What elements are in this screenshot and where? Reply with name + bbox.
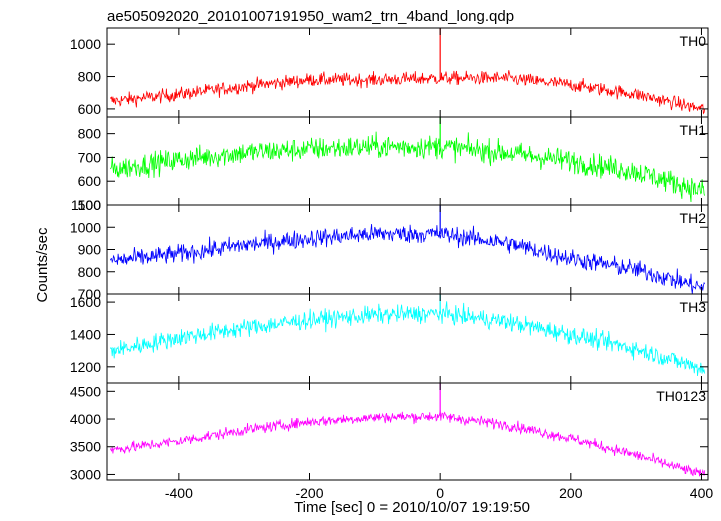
panel-frame xyxy=(106,382,709,481)
y-tick-label: 1600 xyxy=(70,294,101,310)
series-label-th3: TH3 xyxy=(680,299,707,315)
y-tick-label: 800 xyxy=(78,69,102,85)
y-tick-label: 600 xyxy=(78,173,102,189)
y-tick-label: 3000 xyxy=(70,466,101,482)
panel-frame xyxy=(106,204,709,295)
panel-th0123: 3000 3500 4000 4500 TH0123 xyxy=(70,382,709,482)
panel-th2: 700 800 900 1000 1100 TH2 xyxy=(70,197,709,302)
y-tick-label: 500 xyxy=(78,197,102,213)
series-label-th0123: TH0123 xyxy=(656,388,706,404)
x-tick-label: -400 xyxy=(165,485,193,501)
y-tick-label: 700 xyxy=(78,286,102,302)
panel-frame xyxy=(106,27,709,118)
y-tick-label: 900 xyxy=(78,242,102,258)
x-tick-label: -200 xyxy=(295,485,323,501)
series-line-th2 xyxy=(109,223,706,294)
y-tick-label: 3500 xyxy=(70,439,101,455)
y-tick-label: 600 xyxy=(78,101,102,117)
panel-frame xyxy=(106,116,709,206)
series-label-th1: TH1 xyxy=(680,122,707,138)
x-tick-label: 200 xyxy=(559,485,583,501)
panel-th1: 500 600 700 800 TH1 xyxy=(78,116,709,213)
y-tick-label: 1400 xyxy=(70,326,101,342)
y-tick-label: 1200 xyxy=(70,359,101,375)
y-tick-label: 800 xyxy=(78,126,102,142)
panel-th3: 1200 1400 1600 TH3 xyxy=(70,293,709,384)
series-label-th2: TH2 xyxy=(680,210,707,226)
y-tick-label: 4000 xyxy=(70,411,101,427)
y-tick-label: 800 xyxy=(78,264,102,280)
y-tick-label: 1000 xyxy=(70,219,101,235)
chart-title: ae505092020_20101007191950_wam2_trn_4ban… xyxy=(107,8,514,25)
x-axis-label: Time [sec] 0 = 2010/10/07 19:19:50 xyxy=(294,499,530,516)
y-tick-label: 4500 xyxy=(70,383,101,399)
y-tick-label: 1100 xyxy=(71,197,101,213)
series-line-th1 xyxy=(109,131,706,203)
y-tick-label: 1000 xyxy=(70,36,101,52)
x-tick-label: 0 xyxy=(436,485,444,501)
series-line-th3 xyxy=(109,301,706,377)
x-tick-label: 400 xyxy=(690,485,714,501)
series-line-th0 xyxy=(109,70,706,115)
y-axis-label: Counts/sec xyxy=(34,227,51,303)
panel-th0: 600 800 1000 TH0 xyxy=(70,27,709,118)
series-line-th0123 xyxy=(109,410,706,478)
series-label-th0: TH0 xyxy=(680,33,707,49)
y-tick-label: 700 xyxy=(78,149,102,165)
panels-group: 600 800 1000 TH0 500 600 700 800 TH1 700 800 900 100… xyxy=(70,27,714,501)
